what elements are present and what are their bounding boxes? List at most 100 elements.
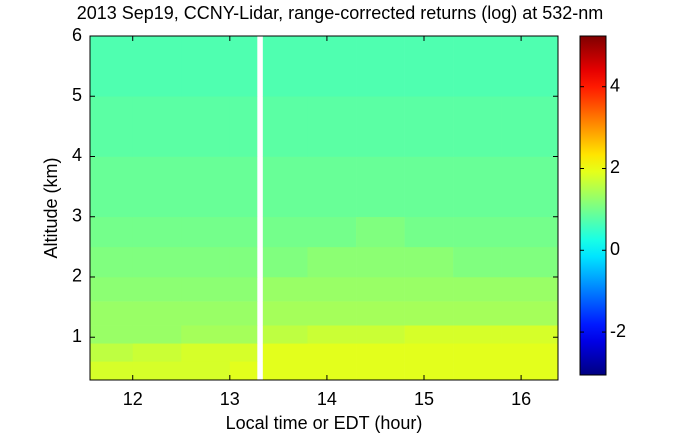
heat-cell bbox=[404, 325, 454, 344]
heat-cell bbox=[90, 276, 134, 302]
heat-cell bbox=[501, 343, 559, 362]
heat-cell bbox=[356, 246, 405, 278]
heat-cell bbox=[132, 36, 182, 97]
heat-cell bbox=[501, 246, 559, 278]
x-tick-label: 15 bbox=[414, 389, 434, 409]
heat-cell bbox=[307, 325, 357, 344]
y-tick-label: 4 bbox=[72, 145, 82, 165]
heat-cell bbox=[307, 276, 357, 302]
heat-cell bbox=[501, 96, 559, 157]
heat-cell bbox=[453, 325, 502, 344]
heat-cell bbox=[181, 36, 231, 97]
heat-cell bbox=[132, 325, 182, 344]
heat-cell bbox=[356, 36, 405, 97]
heat-cell bbox=[307, 36, 357, 97]
heat-cell bbox=[356, 276, 405, 302]
heat-cell bbox=[501, 276, 559, 302]
heat-cell bbox=[501, 156, 559, 218]
heat-cell bbox=[90, 343, 134, 362]
heat-cell bbox=[132, 301, 182, 326]
heat-cell bbox=[453, 276, 502, 302]
plot-frame bbox=[89, 35, 559, 381]
heat-cell bbox=[229, 36, 258, 97]
heat-cell bbox=[262, 216, 308, 248]
heat-cell bbox=[404, 36, 454, 97]
heat-cell bbox=[181, 276, 231, 302]
heat-cell bbox=[262, 301, 308, 326]
y-tick-label: 6 bbox=[72, 25, 82, 45]
heat-cell bbox=[404, 216, 454, 248]
heat-cell bbox=[229, 325, 258, 344]
heat-cell bbox=[181, 96, 231, 157]
heat-cell bbox=[181, 361, 231, 381]
heat-cell bbox=[404, 276, 454, 302]
y-tick-label: 5 bbox=[72, 85, 82, 105]
chart-title: 2013 Sep19, CCNY-Lidar, range-corrected … bbox=[77, 3, 604, 23]
heat-cell bbox=[90, 216, 134, 248]
heat-cell bbox=[404, 343, 454, 362]
heat-cell bbox=[90, 36, 134, 97]
y-tick-label: 1 bbox=[72, 326, 82, 346]
heat-cell bbox=[229, 276, 258, 302]
heat-cell bbox=[262, 96, 308, 157]
heat-cell bbox=[262, 276, 308, 302]
y-tick-label: 2 bbox=[72, 266, 82, 286]
heat-cell bbox=[262, 361, 308, 381]
y-tick-label: 3 bbox=[72, 205, 82, 225]
heat-cell bbox=[181, 156, 231, 218]
heat-cell bbox=[229, 156, 258, 218]
x-axis-label: Local time or EDT (hour) bbox=[226, 413, 423, 433]
heat-cell bbox=[453, 343, 502, 362]
heat-cell bbox=[453, 361, 502, 381]
heat-cell bbox=[90, 301, 134, 326]
heat-cell bbox=[90, 325, 134, 344]
heat-cell bbox=[404, 246, 454, 278]
heat-cell bbox=[307, 156, 357, 218]
heat-cell bbox=[229, 343, 258, 362]
heat-cell bbox=[229, 301, 258, 326]
heat-cell bbox=[501, 36, 559, 97]
heat-cell bbox=[356, 343, 405, 362]
heat-cell bbox=[90, 361, 134, 381]
heat-cell bbox=[262, 325, 308, 344]
heat-cell bbox=[90, 246, 134, 278]
heat-cell bbox=[307, 301, 357, 326]
heat-cell bbox=[229, 361, 258, 381]
x-tick-label: 14 bbox=[317, 389, 337, 409]
heat-cell bbox=[181, 301, 231, 326]
heat-cell bbox=[229, 216, 258, 248]
heat-cell bbox=[453, 96, 502, 157]
x-tick-label: 13 bbox=[220, 389, 240, 409]
heat-cell bbox=[262, 36, 308, 97]
heat-cell bbox=[307, 96, 357, 157]
heat-cell bbox=[181, 325, 231, 344]
heat-cell bbox=[181, 246, 231, 278]
x-tick-label: 12 bbox=[123, 389, 143, 409]
heat-cell bbox=[404, 156, 454, 218]
heat-cell bbox=[453, 246, 502, 278]
heat-cell bbox=[307, 246, 357, 278]
colorbar-tick-label: -2 bbox=[610, 321, 626, 341]
heat-cell bbox=[181, 343, 231, 362]
heat-cell bbox=[356, 156, 405, 218]
heat-cell bbox=[453, 36, 502, 97]
heatmap bbox=[90, 36, 559, 381]
heat-cell bbox=[132, 276, 182, 302]
heat-cell bbox=[356, 216, 405, 248]
heat-cell bbox=[229, 96, 258, 157]
y-axis-label: Altitude (km) bbox=[41, 157, 61, 258]
heat-cell bbox=[356, 301, 405, 326]
colorbar-tick-label: 4 bbox=[610, 75, 620, 95]
heat-cell bbox=[404, 361, 454, 381]
heat-cell bbox=[501, 216, 559, 248]
heat-cell bbox=[132, 343, 182, 362]
colorbar bbox=[579, 35, 607, 376]
heat-cell bbox=[501, 325, 559, 344]
heat-cell bbox=[307, 361, 357, 381]
heat-cell bbox=[132, 216, 182, 248]
heat-cell bbox=[501, 361, 559, 381]
heat-cell bbox=[181, 216, 231, 248]
heat-cell bbox=[132, 156, 182, 218]
